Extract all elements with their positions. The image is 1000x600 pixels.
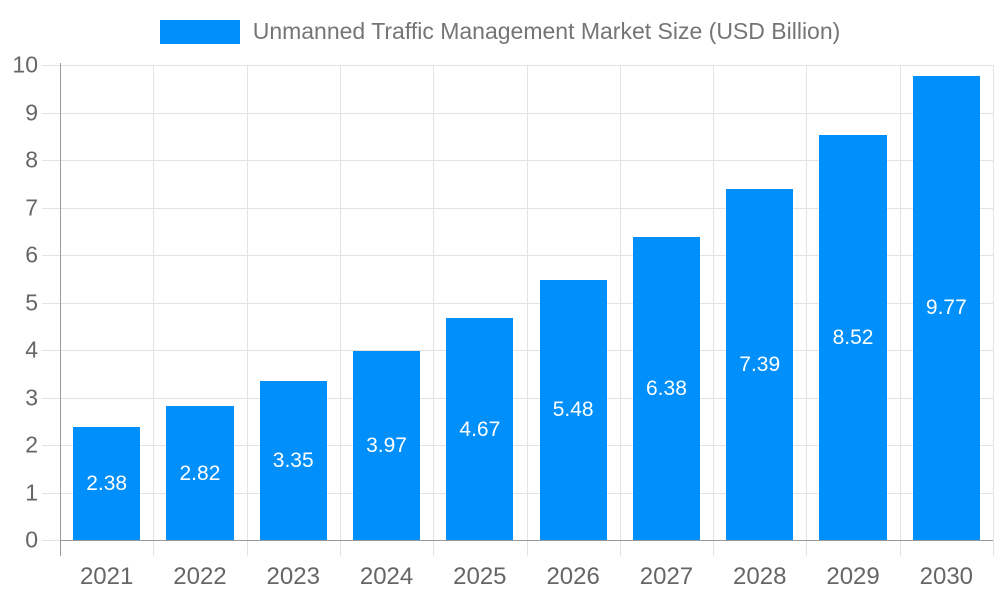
v-gridline xyxy=(246,65,248,556)
bar-value-label: 7.39 xyxy=(739,352,781,376)
x-axis-line xyxy=(60,540,993,541)
bar: 2.38 xyxy=(73,426,141,540)
y-gridline xyxy=(42,160,993,161)
x-axis-label: 2029 xyxy=(826,563,880,590)
x-axis-label: 2021 xyxy=(79,563,134,590)
x-axis-label: 2023 xyxy=(266,563,320,590)
v-gridline xyxy=(153,65,155,556)
y-gridline xyxy=(42,112,993,114)
y-axis-label: 2 xyxy=(25,431,38,458)
bar: 2.82 xyxy=(166,406,234,540)
bar-value-label: 8.52 xyxy=(832,326,874,350)
v-gridline xyxy=(526,65,528,556)
bar-value-label: 2.82 xyxy=(179,461,221,485)
y-gridline xyxy=(42,65,993,66)
y-gridline xyxy=(42,207,993,209)
y-axis-label: 10 xyxy=(12,51,38,78)
legend-label: Unmanned Traffic Management Market Size … xyxy=(252,18,841,44)
x-axis-label: 2024 xyxy=(359,563,414,590)
bar-value-label: 6.38 xyxy=(646,376,687,400)
y-axis-label: 8 xyxy=(25,146,38,173)
v-gridline xyxy=(899,65,901,556)
bar-value-label: 4.67 xyxy=(459,417,501,441)
bar-value-label: 5.48 xyxy=(552,398,594,422)
v-gridline xyxy=(619,65,621,556)
y-axis-label: 6 xyxy=(25,241,38,268)
legend: Unmanned Traffic Management Market Size … xyxy=(0,18,1000,45)
v-gridline xyxy=(339,65,341,556)
bar-value-label: 3.35 xyxy=(272,448,314,472)
bar: 9.77 xyxy=(912,75,980,540)
bar: 3.97 xyxy=(352,351,421,540)
y-axis-label: 5 xyxy=(25,289,38,315)
y-gridline xyxy=(42,255,993,256)
x-axis-label: 2025 xyxy=(453,563,507,590)
legend-swatch xyxy=(159,19,240,44)
v-gridline xyxy=(433,65,435,556)
y-axis-label: 9 xyxy=(25,99,38,125)
y-axis-line xyxy=(60,63,61,556)
v-gridline xyxy=(993,65,994,556)
x-axis-label: 2022 xyxy=(173,563,227,590)
y-gridline xyxy=(42,492,993,494)
bar: 4.67 xyxy=(446,318,514,540)
y-gridline xyxy=(42,350,993,351)
plot-area: 0 1 2 3 4 5 6 7 8 9 10 2.38 2021 2.82 2022 3.35 2023 3.97… xyxy=(12,53,994,590)
bar: 6.38 xyxy=(632,236,701,540)
y-gridline xyxy=(42,302,993,304)
bar-value-label: 3.97 xyxy=(366,434,407,458)
y-axis-label: 7 xyxy=(25,194,38,220)
x-axis-label: 2030 xyxy=(919,563,974,590)
bar: 7.39 xyxy=(726,188,794,540)
bar-value-label: 9.77 xyxy=(925,296,967,320)
bar: 5.48 xyxy=(539,279,607,540)
y-axis-label: 3 xyxy=(25,384,38,410)
y-axis-label: 1 xyxy=(25,479,38,505)
bar-value-label: 2.38 xyxy=(86,471,128,495)
bar: 8.52 xyxy=(819,135,887,540)
x-axis-label: 2028 xyxy=(733,563,787,590)
y-axis-label: 0 xyxy=(25,526,38,553)
x-axis-label: 2026 xyxy=(546,563,600,590)
y-axis-label: 4 xyxy=(25,336,38,363)
v-gridline xyxy=(806,65,808,556)
v-gridline xyxy=(713,65,715,556)
x-axis-label: 2027 xyxy=(639,563,694,590)
bar: 3.35 xyxy=(259,380,327,540)
y-gridline xyxy=(42,445,993,446)
y-gridline xyxy=(42,397,993,399)
